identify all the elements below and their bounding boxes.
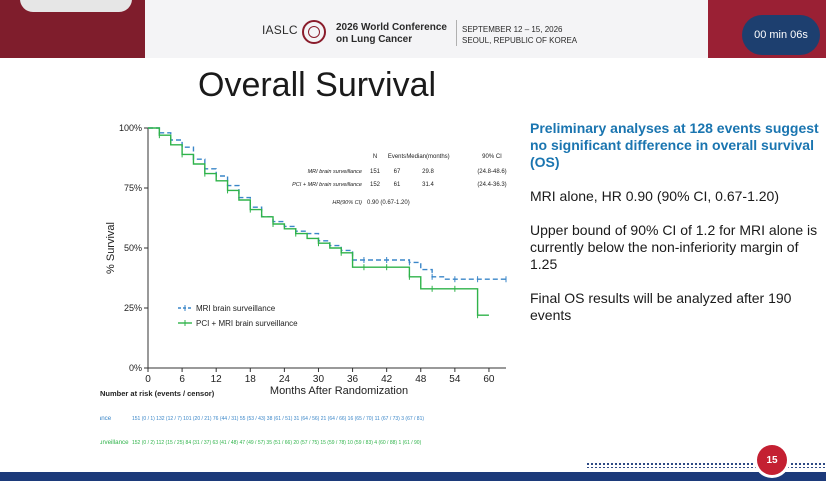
hazard-ratio-text: MRI alone, HR 0.90 (90% CI, 0.67-1.20): [530, 188, 780, 204]
risk-row-values: 152 (0 / 2) 112 (15 / 25) 84 (31 / 37) 6…: [132, 440, 422, 446]
x-tick-label: 36: [347, 374, 359, 385]
stats-row-label: MRI brain surveillance: [308, 169, 362, 175]
footer-bar: [0, 472, 826, 481]
stats-header: 90% CI: [482, 154, 502, 160]
recording-timer: 00 min 06s: [742, 15, 820, 55]
x-tick-label: 6: [179, 374, 185, 385]
x-tick-label: 54: [449, 374, 461, 385]
risk-row-label: PCI + MRI brain surveillance: [100, 439, 129, 446]
conference-title: 2026 World Conference on Lung Cancer: [336, 22, 447, 45]
stats-median: 31.4: [422, 182, 434, 188]
x-tick-label: 30: [313, 374, 325, 385]
header-divider: [456, 20, 457, 46]
iaslc-logo: IASLC: [262, 23, 298, 37]
x-tick-label: 60: [483, 374, 495, 385]
findings-panel: Preliminary analyses at 128 events sugge…: [530, 120, 822, 324]
findings-headline: Preliminary analyses at 128 events sugge…: [530, 120, 819, 170]
hr-label: HR(90% CI): [332, 200, 362, 206]
x-tick-label: 42: [381, 374, 393, 385]
stats-header: Median(months): [406, 154, 449, 160]
page-number-badge: 15: [757, 445, 787, 475]
stats-header: Events: [388, 154, 406, 160]
x-tick-label: 24: [279, 374, 291, 385]
risk-row-values: 151 (0 / 1) 132 (12 / 7) 101 (20 / 21) 7…: [132, 416, 424, 422]
stats-ci: (24.4-36.3): [477, 182, 506, 188]
hr-value: 0.90 (0.67-1.20): [367, 200, 410, 206]
y-tick-label: 0%: [129, 363, 142, 373]
y-axis-label: % Survival: [105, 222, 117, 274]
stats-median: 29.8: [422, 169, 434, 175]
x-tick-label: 18: [245, 374, 257, 385]
legend-label: MRI brain surveillance: [196, 304, 276, 313]
y-tick-label: 50%: [124, 243, 142, 253]
conference-date: SEPTEMBER 12 – 15, 2026 SEOUL, REPUBLIC …: [462, 25, 578, 45]
x-tick-label: 0: [145, 374, 151, 385]
stats-n: 152: [370, 182, 381, 188]
stats-ci: (24.8-48.6): [477, 169, 506, 175]
stats-events: 67: [394, 169, 401, 175]
slide-title: Overall Survival: [198, 66, 437, 104]
x-axis-label: Months After Randomization: [270, 385, 408, 397]
y-tick-label: 25%: [124, 303, 142, 313]
y-tick-label: 100%: [119, 123, 142, 133]
stats-row-label: PCI + MRI brain surveillance: [292, 182, 362, 188]
stats-events: 61: [394, 182, 401, 188]
footer-dots-decoration: [586, 462, 826, 468]
risk-row-label: MRI brain surveillance: [100, 415, 112, 422]
x-tick-label: 48: [415, 374, 427, 385]
conference-seal-icon: [302, 20, 326, 44]
risk-table-title: Number at risk (events / censor): [100, 389, 215, 398]
upper-bound-text: Upper bound of 90% CI of 1.2 for MRI alo…: [530, 222, 818, 272]
y-tick-label: 75%: [124, 183, 142, 193]
stats-header: N: [373, 154, 377, 160]
stats-n: 151: [370, 169, 381, 175]
x-tick-label: 12: [211, 374, 223, 385]
top-pill-decoration: [20, 0, 132, 12]
survival-curve-mri: [148, 127, 506, 280]
survival-chart: 0 6 12 18 24 30 36 42 48 54 60 0% 25% 50% 75% 100% Month…: [100, 123, 507, 446]
final-analysis-text: Final OS results will be analyzed after …: [530, 290, 792, 323]
legend-label: PCI + MRI brain surveillance: [196, 319, 298, 328]
